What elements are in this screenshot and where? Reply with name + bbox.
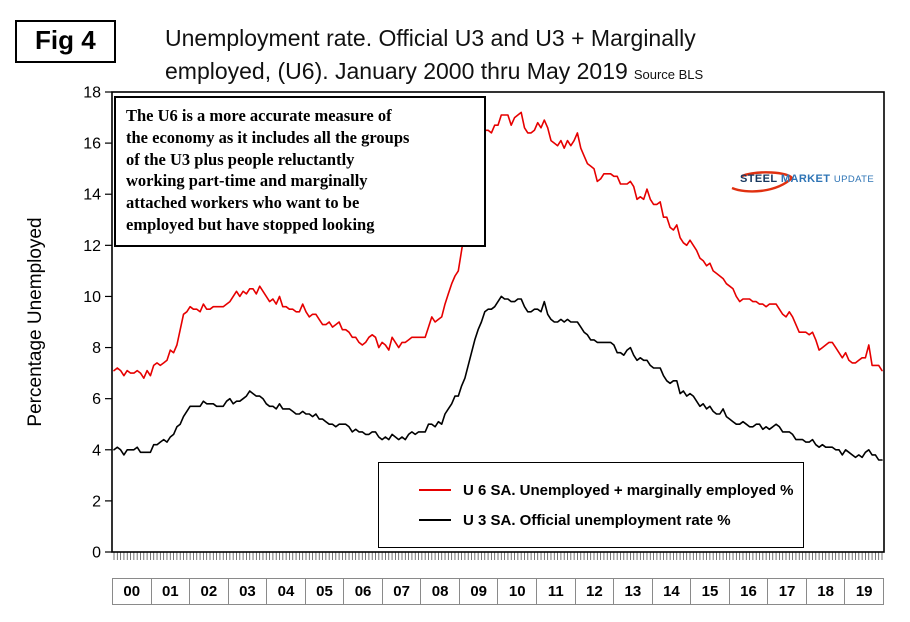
svg-text:0: 0 (92, 545, 101, 562)
x-axis-year-labels: 00 01 02 03 04 05 06 07 08 09 10 11 12 13 14 15 16 17 18 19 (112, 578, 884, 605)
logo-word-update: UPDATE (833, 174, 875, 185)
year-label: 01 (150, 578, 191, 605)
logo-steel-market-update: STEEL MARKET UPDATE (728, 164, 878, 198)
year-label: 09 (458, 578, 499, 605)
year-label: 04 (266, 578, 306, 605)
legend-item-u6: U 6 SA. Unemployed + marginally employed… (419, 475, 803, 505)
year-label: 11 (536, 578, 576, 605)
legend: U 6 SA. Unemployed + marginally employed… (378, 462, 804, 548)
legend-label-u3: U 3 SA. Official unemployment rate % (463, 511, 731, 529)
page-title: Unemployment rate. Official U3 and U3 + … (165, 22, 703, 87)
year-label: 19 (844, 578, 884, 605)
title-line-2: employed, (U6). January 2000 thru May 20… (165, 57, 704, 84)
year-label: 03 (227, 578, 268, 605)
year-label: 07 (381, 578, 422, 605)
figure-label: Fig 4 (15, 20, 116, 63)
year-label: 15 (690, 578, 730, 605)
logo-text: STEEL MARKET UPDATE (740, 173, 874, 185)
year-label: 10 (497, 578, 538, 605)
annotation-box: The U6 is a more accurate measure of the… (114, 96, 486, 247)
year-label: 14 (651, 578, 692, 605)
legend-label-u6: U 6 SA. Unemployed + marginally employed… (463, 481, 794, 499)
year-label: 05 (304, 578, 345, 605)
logo-word-steel: STEEL (740, 173, 778, 185)
source-label: Source BLS (633, 66, 704, 82)
legend-line-u3-icon (419, 519, 451, 521)
y-axis-title: Percentage Unemployed (25, 217, 46, 427)
svg-text:4: 4 (92, 442, 101, 459)
legend-line-u6-icon (419, 489, 451, 491)
year-label: 18 (805, 578, 846, 605)
year-label: 06 (343, 578, 383, 605)
year-label: 00 (112, 578, 152, 605)
legend-item-u3: U 3 SA. Official unemployment rate % (419, 505, 803, 535)
year-label: 13 (613, 578, 653, 605)
year-label: 16 (728, 578, 769, 605)
year-label: 02 (189, 578, 229, 605)
year-label: 17 (767, 578, 807, 605)
svg-text:8: 8 (92, 340, 101, 357)
svg-text:18: 18 (83, 85, 101, 102)
year-label: 08 (420, 578, 460, 605)
svg-text:10: 10 (83, 289, 101, 306)
svg-text:2: 2 (92, 493, 101, 510)
title-line-1: Unemployment rate. Official U3 and U3 + … (165, 25, 696, 51)
logo-swoosh-icon (731, 171, 794, 193)
line-chart: 0 2 4 6 8 10 12 14 16 18 (83, 85, 885, 562)
figure-label-text: Fig 4 (35, 25, 96, 55)
year-label: 12 (574, 578, 615, 605)
svg-text:12: 12 (83, 238, 101, 255)
svg-text:14: 14 (83, 187, 101, 204)
logo-word-market: MARKET (780, 173, 831, 185)
svg-text:6: 6 (92, 391, 101, 408)
svg-text:16: 16 (83, 136, 101, 153)
